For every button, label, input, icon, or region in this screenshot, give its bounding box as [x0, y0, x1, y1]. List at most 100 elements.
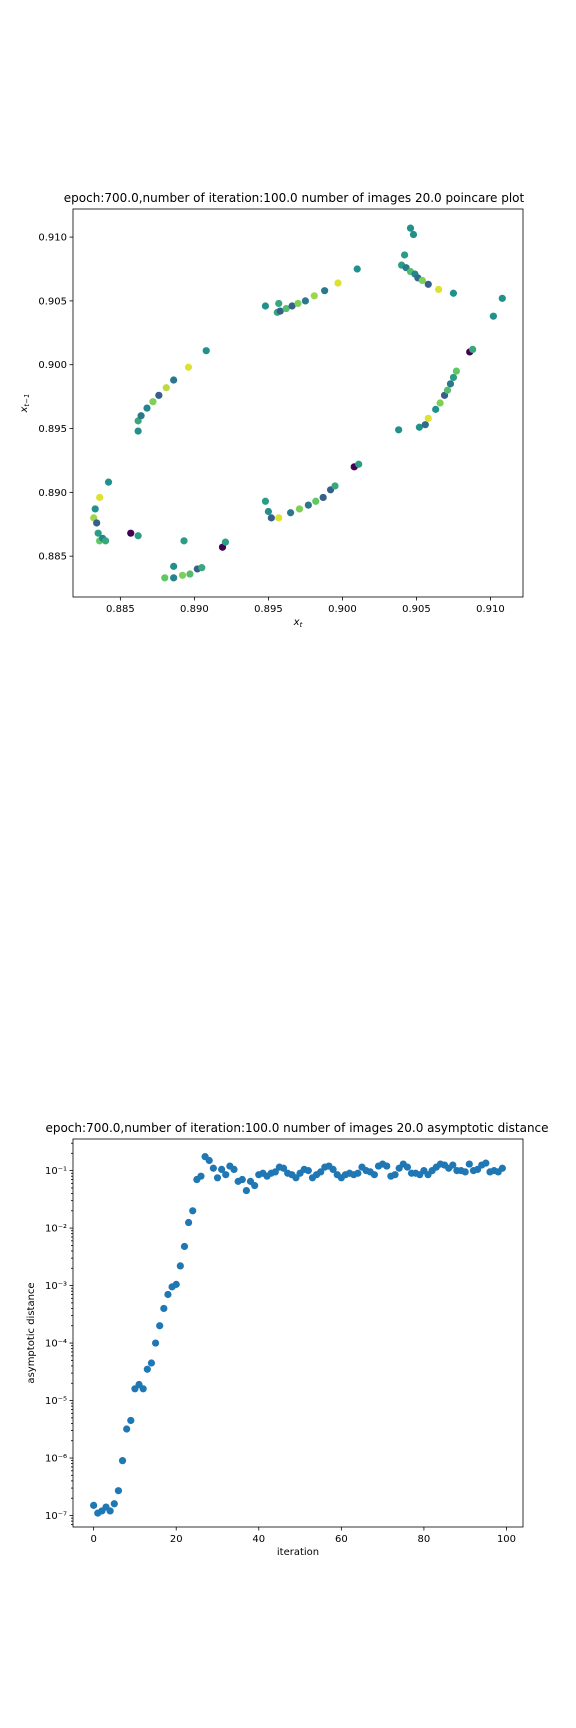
poincare-point-7: [104, 478, 113, 486]
asymptotic-point-64: [354, 1169, 362, 1177]
asymptotic-y-ticks: 10⁻⁷ 10⁻⁶ 10⁻⁵ 10⁻⁴ 10⁻³ 10⁻² 10⁻¹: [45, 1142, 73, 1525]
asymptotic-point-30: [213, 1174, 222, 1182]
asymptotic-point-4: [106, 1507, 114, 1515]
poincare-point-76: [443, 386, 452, 394]
poincare-point-1: [93, 519, 101, 527]
asymptotic-point-73: [391, 1171, 399, 1179]
poincare-x-tick-label: 0.895: [254, 604, 283, 615]
poincare-y-tick-label: 0.905: [38, 296, 67, 307]
poincare-point-37: [304, 501, 312, 509]
asymptotic-point-12: [139, 1385, 147, 1393]
asymptotic-point-34: [230, 1165, 238, 1173]
poincare-point-67: [409, 230, 418, 239]
poincare-point-14: [186, 570, 194, 578]
asymptotic-point-31: [218, 1165, 226, 1173]
asymptotic-point-15: [151, 1339, 160, 1347]
poincare-point-35: [286, 509, 295, 517]
asymptotic-y-tick-label: 10⁻⁴: [45, 1339, 67, 1350]
asymptotic-y-tick-label: 10⁻²: [45, 1224, 67, 1235]
poincare-point-25: [155, 391, 163, 399]
asymptotic-point-37: [242, 1186, 250, 1195]
asymptotic-point-23: [184, 1218, 193, 1227]
poincare-point-17: [170, 562, 178, 570]
asymptotic-point-29: [209, 1164, 217, 1172]
poincare-point-68: [489, 312, 497, 320]
asymptotic-point-49: [292, 1174, 300, 1182]
poincare-y-tick-label: 0.910: [38, 233, 67, 244]
asymptotic-x-ticks: 0 20 40 60 80 100: [90, 1527, 516, 1545]
poincare-point-48: [288, 302, 296, 310]
poincare-point-22: [137, 412, 145, 420]
poincare-point-69: [498, 294, 506, 302]
asymptotic-y-tick-label: 10⁻⁶: [45, 1454, 67, 1465]
asymptotic-x-tick-label: 80: [418, 1534, 431, 1545]
asymptotic-point-21: [176, 1262, 184, 1270]
asymptotic-point-17: [160, 1304, 168, 1313]
asymptotic-point-7: [118, 1457, 127, 1465]
asymptotic-point-6: [114, 1487, 123, 1495]
asymptotic-point-44: [271, 1168, 279, 1176]
poincare-point-30: [134, 427, 142, 435]
asymptotic-y-label: asymptotic distance: [26, 1282, 37, 1383]
asymptotic-y-tick-label: 10⁻⁵: [45, 1396, 67, 1407]
poincare-point-20: [221, 538, 230, 546]
asymptotic-point-36: [238, 1175, 246, 1184]
poincare-plot: epoch:700.0,number of iteration:100.0 nu…: [19, 191, 524, 629]
poincare-point-26: [162, 384, 170, 392]
poincare-x-tick-label: 0.890: [180, 604, 209, 615]
asymptotic-point-24: [189, 1207, 197, 1215]
poincare-point-61: [418, 276, 426, 285]
poincare-x-ticks: 0.885 0.890 0.895 0.900 0.905 0.910: [106, 597, 505, 615]
poincare-point-46: [276, 307, 284, 315]
poincare-point-24: [149, 398, 157, 406]
poincare-y-label: xt−1: [19, 394, 31, 414]
poincare-point-74: [436, 399, 444, 407]
asymptotic-point-18: [164, 1290, 172, 1299]
poincare-point-77: [446, 380, 455, 388]
poincare-point-11: [161, 574, 169, 582]
poincare-point-43: [355, 460, 363, 468]
asymptotic-point-71: [383, 1162, 391, 1170]
poincare-point-36: [295, 505, 304, 513]
asymptotic-point-20: [172, 1280, 180, 1288]
asymptotic-points: [90, 1153, 506, 1517]
asymptotic-point-14: [147, 1359, 156, 1367]
asymptotic-point-22: [180, 1242, 189, 1251]
asymptotic-point-46: [279, 1164, 288, 1172]
asymptotic-plot-title: epoch:700.0,number of iteration:100.0 nu…: [45, 1121, 548, 1135]
poincare-point-16: [198, 564, 206, 572]
asymptotic-point-55: [317, 1168, 325, 1176]
poincare-point-5: [91, 505, 99, 513]
poincare-point-82: [395, 426, 403, 434]
poincare-point-44: [261, 302, 270, 310]
asymptotic-point-5: [110, 1500, 118, 1508]
asymptotic-x-tick-label: 60: [335, 1534, 348, 1545]
asymptotic-point-68: [370, 1171, 378, 1179]
poincare-point-12: [170, 574, 178, 582]
poincare-point-50: [301, 297, 310, 305]
asymptotic-x-tick-label: 40: [252, 1534, 265, 1545]
asymptotic-y-tick-label: 10⁻⁷: [45, 1511, 67, 1522]
poincare-x-tick-label: 0.885: [106, 604, 135, 615]
poincare-point-79: [452, 367, 460, 375]
poincare-point-64: [449, 289, 458, 297]
poincare-point-28: [184, 363, 193, 371]
poincare-point-53: [334, 279, 342, 287]
poincare-point-49: [294, 299, 302, 308]
poincare-y-tick-label: 0.885: [38, 552, 67, 563]
poincare-point-32: [264, 507, 272, 516]
poincare-point-2: [94, 529, 102, 537]
asymptotic-x-tick-label: 0: [90, 1534, 96, 1545]
asymptotic-point-26: [197, 1172, 205, 1180]
poincare-point-38: [312, 497, 320, 505]
poincare-y-tick-label: 0.890: [38, 488, 67, 499]
poincare-point-73: [432, 405, 440, 413]
asymptotic-x-tick-label: 20: [170, 1534, 183, 1545]
poincare-point-6: [96, 493, 104, 502]
poincare-x-tick-label: 0.910: [476, 604, 505, 615]
poincare-point-72: [424, 414, 432, 422]
asymptotic-point-9: [127, 1416, 135, 1425]
asymptotic-point-39: [251, 1181, 259, 1190]
poincare-point-66: [406, 224, 415, 232]
